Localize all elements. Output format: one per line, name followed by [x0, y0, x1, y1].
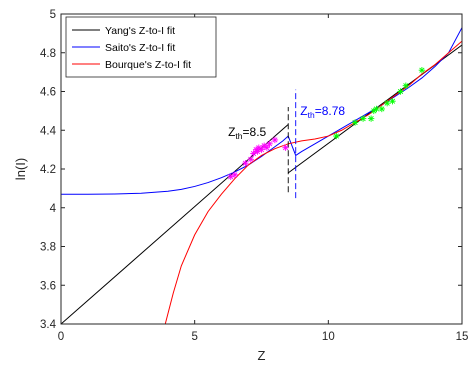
y-tick-label: 4.2: [40, 164, 56, 176]
scatter-2-point: [378, 105, 385, 113]
scatter-2-point: [351, 119, 359, 126]
scatter-2-point: [367, 115, 375, 122]
series-3-line: [164, 40, 462, 324]
y-tick-label: 3.8: [40, 242, 56, 254]
y-tick-label: 4.6: [40, 87, 56, 99]
scatter-2-point: [397, 88, 404, 95]
legend-label-3: Bourque's Z-to-I fit: [105, 59, 191, 71]
x-tick-label: 5: [191, 331, 197, 343]
scatter-2-point: [373, 105, 380, 113]
axis-ticks: 0 5 10 15 3.4 3.6 3.8 4 4.2 4.4 4.6 4.8 5: [40, 9, 468, 343]
legend-label-2: Saito's Z-to-I fit: [105, 42, 175, 54]
threshold-annotations: Zth=8.5 Zth=8.78: [228, 89, 345, 199]
scatter-2-point: [389, 97, 396, 105]
y-tick-label: 3.4: [40, 319, 57, 331]
scatter-2-point: [402, 82, 410, 89]
scatter-1-point: [282, 144, 289, 151]
scatter-1-point: [242, 159, 249, 167]
legend-label-1: Yang's Z-to-I fit: [105, 25, 175, 37]
scatter-2-point: [383, 99, 391, 107]
scatter-2-point: [333, 132, 340, 140]
y-tick-label: 4.8: [40, 48, 56, 60]
x-tick-label: 10: [322, 331, 335, 343]
threshold-label-1: Zth=8.5: [228, 125, 266, 141]
legend: Yang's Z-to-I fit Saito's Z-to-I fit Bourq…: [65, 16, 217, 78]
y-tick-label: 3.6: [40, 280, 56, 292]
scatter-1-point: [258, 146, 265, 153]
threshold-label-2: Zth=8.78: [300, 104, 345, 120]
y-tick-label: 5: [50, 9, 56, 21]
scatter-2-point: [359, 115, 367, 122]
scatter-1-point: [263, 144, 271, 151]
y-tick-label: 4.4: [40, 125, 57, 137]
scatter-1-point: [266, 140, 273, 148]
scatter-1-point: [231, 171, 238, 179]
scatter-1-point: [271, 136, 279, 144]
y-tick-label: 4: [50, 203, 57, 215]
x-axis-label: Z: [258, 348, 266, 363]
x-tick-label: 15: [456, 331, 469, 343]
scatter-1-point: [247, 156, 255, 163]
x-tick-label: 0: [58, 331, 64, 343]
scatter-2-point: [418, 66, 426, 74]
y-axis-label: ln(I): [13, 158, 28, 180]
